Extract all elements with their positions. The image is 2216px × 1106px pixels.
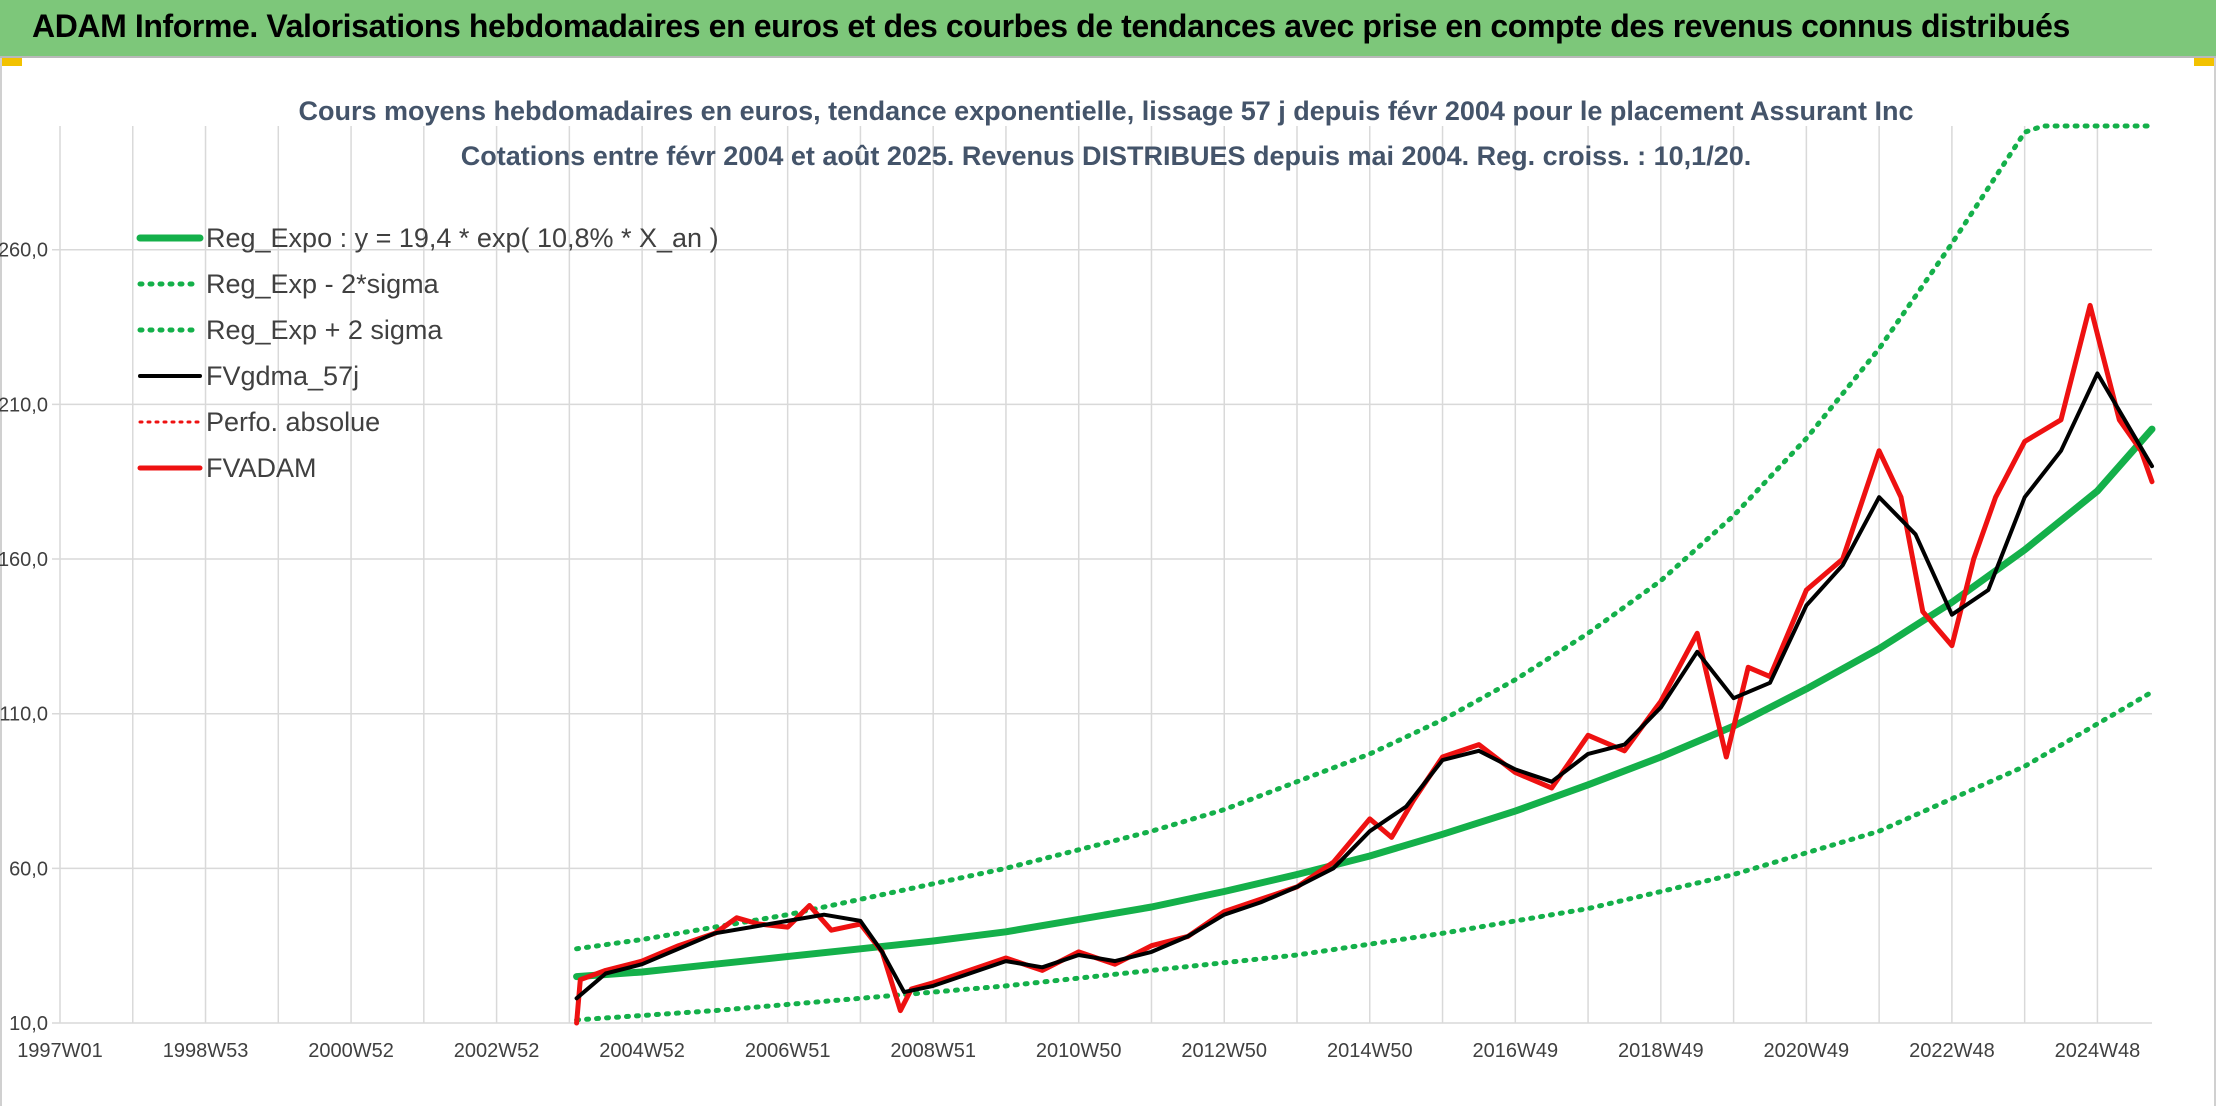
- legend-label-reg_high: Reg_Exp + 2 sigma: [206, 315, 443, 345]
- y-axis: 10,0 60,0 110,0 160,0 210,0 260,0: [0, 240, 48, 1035]
- x-tick-label: 2002W52: [454, 1040, 540, 1062]
- report-banner: ADAM Informe. Valorisations hebdomadaire…: [0, 0, 2216, 58]
- x-tick-label: 1998W53: [163, 1040, 249, 1062]
- report-title: ADAM Informe. Valorisations hebdomadaire…: [32, 8, 2070, 44]
- x-tick-label: 2024W48: [2055, 1040, 2141, 1062]
- y-tick-label: 210,0: [0, 394, 48, 416]
- x-tick-label: 2018W49: [1618, 1040, 1704, 1062]
- series-line-fvgdma: [574, 371, 2154, 1001]
- legend-label-reg_low: Reg_Exp - 2*sigma: [206, 269, 440, 299]
- series-line-reg_low: [574, 689, 2155, 1023]
- x-tick-label: 2006W51: [745, 1040, 831, 1062]
- chart-frame: [0, 58, 2216, 1106]
- y-tick-label: 110,0: [0, 704, 48, 726]
- x-tick-label: 1997W01: [17, 1040, 103, 1062]
- legend-label-fvadam: FVADAM: [206, 453, 317, 483]
- chart-title: Cours moyens hebdomadaires en euros, ten…: [298, 96, 1913, 126]
- legend-label-fvgdma: FVgdma_57j: [206, 361, 359, 391]
- y-tick-label: 60,0: [9, 858, 48, 880]
- y-tick-label: 160,0: [0, 549, 48, 571]
- grid: [52, 126, 2152, 1024]
- legend: Reg_Expo : y = 19,4 * exp( 10,8% * X_an …: [136, 223, 719, 483]
- x-tick-label: 2008W51: [890, 1040, 976, 1062]
- x-tick-label: 2012W50: [1181, 1040, 1267, 1062]
- x-tick-label: 2020W49: [1764, 1040, 1850, 1062]
- series-line-reg_expo: [573, 425, 2156, 981]
- x-tick-label: 2022W48: [1909, 1040, 1995, 1062]
- legend-label-reg_expo: Reg_Expo : y = 19,4 * exp( 10,8% * X_an …: [206, 223, 719, 253]
- x-tick-label: 2010W50: [1036, 1040, 1122, 1062]
- y-tick-label: 10,0: [9, 1013, 48, 1035]
- x-axis: 1997W01 1998W53 2000W52 2002W52 2004W52 2006W…: [17, 1040, 2140, 1062]
- x-tick-label: 2016W49: [1472, 1040, 1558, 1062]
- legend-label-perfo: Perfo. absolue: [206, 407, 380, 437]
- series-line-fvadam: [574, 302, 2155, 1026]
- chart-subtitle: Cotations entre févr 2004 et août 2025. …: [461, 141, 1752, 171]
- y-tick-label: 260,0: [0, 240, 48, 262]
- corner-mark-top-left: [0, 58, 22, 66]
- corner-mark-top-right: [2194, 58, 2216, 66]
- x-tick-label: 2004W52: [599, 1040, 685, 1062]
- series-group: [573, 123, 2156, 1026]
- x-tick-label: 2000W52: [308, 1040, 394, 1062]
- series-line-reg_high: [574, 123, 2155, 952]
- x-tick-label: 2014W50: [1327, 1040, 1413, 1062]
